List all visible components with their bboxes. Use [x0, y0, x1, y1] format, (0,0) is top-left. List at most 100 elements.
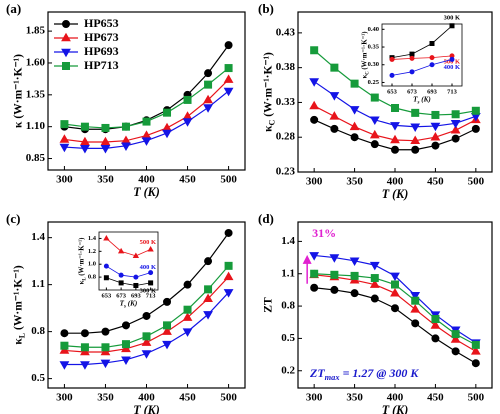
y-axis-label-part: ZT: [262, 297, 274, 313]
point: [182, 118, 193, 127]
y-tick-label: 0.8: [281, 300, 295, 312]
point: [148, 280, 154, 286]
x-tick-label: 400: [138, 173, 155, 185]
point: [141, 337, 152, 346]
point: [224, 41, 233, 50]
point: [101, 123, 110, 132]
x-tick-label: 300: [56, 173, 73, 185]
legend-label: HP693: [84, 44, 119, 58]
y-tick-label: 1.85: [26, 25, 46, 37]
series-line: [106, 277, 151, 286]
point: [391, 304, 399, 313]
x-tick-label: 693: [131, 292, 142, 299]
y-axis-label-part: κ: [12, 338, 24, 345]
legend-marker: [61, 48, 71, 58]
point: [223, 74, 234, 83]
x-axis-label-part: s: [417, 100, 420, 105]
point: [80, 145, 90, 154]
point: [182, 328, 193, 337]
annotation-part: max: [325, 373, 340, 382]
x-tick-label: 500: [220, 391, 237, 403]
panel-label: (b): [258, 1, 274, 16]
series-label: 300 K: [140, 287, 156, 294]
x-axis-label-part: (K): [420, 95, 431, 103]
y-tick-label: 0.8: [31, 325, 45, 337]
annotation-part: 31%: [312, 226, 336, 240]
point: [121, 340, 130, 349]
plot-frame: [47, 11, 246, 171]
point: [133, 274, 139, 280]
y-axis-label-part: C: [365, 71, 370, 75]
point: [409, 55, 415, 61]
point: [370, 93, 379, 102]
y-tick-label: 0.23: [276, 166, 296, 178]
point: [450, 120, 461, 129]
point: [204, 69, 213, 78]
y-axis-label: κL (W·m⁻¹·K⁻¹): [78, 238, 87, 285]
point: [59, 134, 70, 143]
x-tick-label: 500: [220, 173, 237, 185]
point: [183, 305, 192, 314]
point: [350, 289, 359, 298]
point: [142, 311, 151, 320]
x-axis-label-part: T (K): [133, 403, 160, 414]
x-axis-label: T (K): [382, 403, 409, 414]
point: [224, 228, 233, 237]
point: [369, 116, 380, 126]
x-tick-label: 500: [468, 391, 485, 403]
series-label: 300 K: [444, 14, 460, 21]
point: [349, 257, 360, 267]
point: [183, 95, 192, 104]
y-axis-label-part: (W·m⁻¹·K⁻¹): [262, 52, 274, 120]
point: [410, 135, 421, 144]
point: [141, 137, 152, 146]
point: [330, 63, 339, 72]
legend-label: HP653: [84, 16, 119, 30]
point: [121, 321, 130, 330]
point: [370, 140, 379, 149]
point: [148, 270, 154, 276]
x-axis-label: T (K): [382, 187, 409, 201]
y-axis-label-part: κ: [262, 125, 274, 132]
point: [163, 108, 172, 117]
point: [449, 56, 455, 62]
point: [223, 87, 234, 97]
point: [369, 261, 380, 271]
legend-label: HP673: [84, 30, 119, 44]
point: [309, 252, 320, 261]
point: [203, 94, 213, 104]
y-tick-label: 1.1: [281, 267, 295, 279]
point: [429, 40, 435, 46]
point: [450, 125, 461, 134]
point: [409, 51, 415, 57]
point: [431, 315, 440, 324]
legend-label: HP713: [84, 58, 119, 72]
point: [329, 111, 340, 120]
point: [60, 341, 69, 350]
point: [430, 132, 441, 141]
x-tick-label: 450: [427, 391, 444, 403]
point: [141, 350, 152, 359]
y-tick-label: 1.4: [88, 235, 97, 242]
legend-marker: [61, 32, 71, 42]
series-label: 400 K: [140, 264, 156, 271]
y-tick-label: 1.35: [26, 88, 46, 100]
x-axis-label-part: T: [413, 95, 418, 103]
y-tick-label: 0.8: [88, 274, 97, 281]
x-axis-label-part: T: [120, 299, 125, 307]
point: [80, 329, 89, 338]
point: [100, 136, 111, 146]
point: [451, 347, 460, 356]
legend-marker: [62, 20, 70, 28]
y-tick-label: 0.5: [281, 332, 295, 344]
legend-marker: [62, 62, 70, 70]
point: [389, 56, 395, 62]
x-axis-label-part: T (K): [382, 403, 409, 414]
series-line: [314, 254, 477, 344]
y-axis-label-part: κ: [361, 75, 368, 79]
y-tick-label: 0.5: [31, 372, 45, 384]
point: [121, 356, 131, 366]
x-tick-label: 450: [179, 173, 196, 185]
point: [449, 23, 455, 29]
point: [410, 291, 421, 301]
